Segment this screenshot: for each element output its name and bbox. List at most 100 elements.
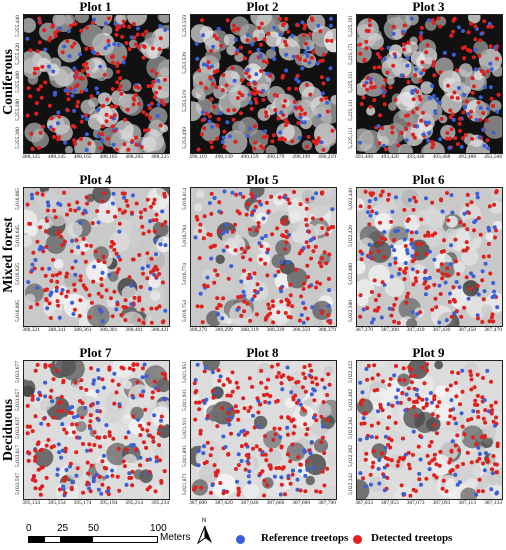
- detected-treetop: [432, 452, 437, 457]
- detected-treetop: [263, 434, 267, 439]
- reference-treetop: [383, 434, 388, 439]
- detected-treetop: [210, 244, 215, 249]
- detected-treetop: [280, 233, 285, 238]
- detected-treetop: [157, 47, 162, 52]
- detected-treetop: [106, 486, 111, 491]
- detected-treetop: [308, 92, 313, 97]
- detected-treetop: [141, 231, 146, 236]
- reference-treetop: [241, 428, 246, 433]
- detected-treetop: [424, 403, 429, 408]
- reference-treetop: [131, 443, 136, 447]
- reference-treetop: [454, 421, 459, 426]
- detected-treetop: [302, 408, 307, 413]
- detected-treetop: [447, 460, 452, 465]
- detected-treetop: [305, 459, 309, 464]
- detected-treetop: [425, 368, 429, 373]
- detected-treetop: [239, 313, 244, 318]
- reference-treetop: [481, 127, 486, 132]
- reference-treetop: [433, 110, 438, 115]
- detected-treetop: [283, 118, 288, 123]
- detected-treetop: [284, 43, 289, 47]
- reference-treetop: [25, 36, 30, 41]
- detected-treetop: [80, 251, 85, 256]
- detected-treetop: [140, 393, 145, 398]
- detected-treetop: [364, 46, 369, 51]
- detected-treetop: [423, 233, 428, 238]
- detected-treetop: [285, 235, 289, 240]
- reference-treetop: [291, 468, 295, 473]
- detected-treetop: [137, 295, 142, 300]
- detected-treetop: [277, 195, 282, 200]
- detected-treetop: [262, 393, 266, 398]
- detected-treetop: [490, 24, 494, 29]
- reference-treetop: [193, 235, 198, 240]
- detected-treetop: [208, 233, 213, 237]
- detected-treetop: [280, 220, 285, 225]
- detected-treetop: [450, 95, 454, 100]
- detected-treetop: [79, 386, 84, 390]
- detected-treetop: [33, 368, 38, 373]
- detected-treetop: [401, 366, 406, 371]
- reference-treetop: [317, 113, 322, 118]
- detected-treetop: [457, 121, 462, 126]
- reference-treetop: [410, 267, 415, 272]
- reference-treetop: [87, 486, 92, 491]
- detected-treetop: [477, 477, 482, 482]
- detected-treetop: [304, 223, 309, 228]
- detected-treetop: [430, 307, 435, 312]
- reference-treetop: [328, 66, 333, 71]
- reference-treetop: [469, 271, 473, 276]
- reference-treetop: [210, 124, 215, 129]
- detected-treetop: [487, 254, 491, 259]
- detected-treetop: [306, 275, 311, 279]
- reference-treetop: [402, 237, 407, 242]
- detected-treetop: [39, 465, 44, 470]
- detected-treetop: [72, 41, 77, 46]
- reference-treetop: [56, 110, 61, 115]
- detected-treetop: [462, 305, 467, 310]
- detected-treetop: [304, 82, 309, 87]
- detected-treetop: [406, 291, 410, 296]
- detected-treetop: [158, 36, 163, 41]
- reference-treetop: [193, 378, 198, 382]
- detected-treetop: [282, 247, 287, 252]
- detected-treetop: [311, 139, 316, 144]
- detected-treetop: [432, 473, 437, 478]
- detected-treetop: [385, 463, 390, 468]
- detected-treetop: [284, 297, 289, 302]
- reference-treetop: [60, 288, 65, 292]
- reference-treetop: [45, 200, 50, 205]
- detected-treetop: [228, 393, 233, 398]
- detected-treetop: [225, 393, 230, 398]
- detected-treetop: [102, 260, 107, 265]
- detected-treetop: [289, 419, 294, 423]
- detected-treetop: [37, 16, 42, 21]
- detected-treetop: [420, 397, 425, 402]
- detected-treetop: [263, 452, 268, 457]
- detected-treetop: [72, 282, 77, 287]
- reference-treetop: [415, 312, 420, 317]
- reference-treetop: [267, 400, 272, 405]
- detected-treetop: [430, 145, 435, 150]
- plot-title-6: Plot 6: [412, 172, 445, 187]
- reference-treetop: [487, 409, 491, 414]
- detected-treetop: [378, 402, 383, 407]
- detected-treetop: [375, 51, 380, 56]
- detected-treetop: [486, 459, 491, 464]
- detected-treetop: [432, 457, 437, 462]
- detected-treetop: [391, 24, 396, 29]
- detected-treetop: [415, 89, 420, 94]
- detected-treetop: [151, 439, 156, 444]
- reference-treetop: [415, 124, 419, 129]
- detected-treetop: [456, 371, 461, 376]
- detected-treetop: [40, 266, 45, 271]
- detected-treetop: [406, 386, 411, 391]
- reference-treetop: [316, 23, 321, 28]
- reference-treetop: [271, 46, 275, 51]
- detected-treetop: [361, 476, 365, 481]
- reference-treetop: [302, 449, 307, 454]
- reference-treetop: [124, 482, 129, 487]
- reference-treetop: [401, 492, 406, 496]
- detected-treetop: [414, 252, 419, 257]
- reference-treetop: [30, 268, 35, 272]
